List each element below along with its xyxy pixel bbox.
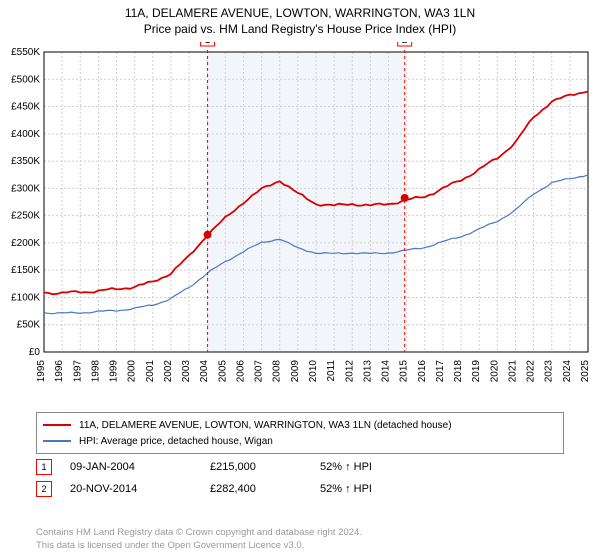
svg-text:1998: 1998	[90, 360, 101, 383]
chart-area: £0 £50K £100K £150K £200K £250K £300K £350K £400…	[0, 42, 600, 402]
svg-text:2017: 2017	[435, 360, 446, 383]
svg-text:£400K: £400K	[11, 129, 40, 140]
event-price-2: £282,400	[210, 483, 320, 495]
event-marker-1: 1	[36, 459, 52, 475]
svg-text:2: 2	[402, 42, 408, 46]
svg-text:1997: 1997	[72, 360, 83, 383]
svg-text:£100K: £100K	[11, 292, 40, 303]
svg-text:£250K: £250K	[11, 211, 40, 222]
event-date-2: 20-NOV-2014	[70, 483, 210, 495]
svg-text:1: 1	[205, 42, 211, 46]
footer-line1: Contains HM Land Registry data © Crown c…	[36, 527, 362, 539]
line-chart-svg: £0 £50K £100K £150K £200K £250K £300K £350K £400…	[0, 42, 600, 402]
event-marker-2: 2	[36, 481, 52, 497]
legend-label-0: 11A, DELAMERE AVENUE, LOWTON, WARRINGTON…	[79, 420, 452, 431]
legend-label-1: HPI: Average price, detached house, Wiga…	[79, 436, 273, 447]
svg-text:£550K: £550K	[11, 47, 40, 58]
footer-line2: This data is licensed under the Open Gov…	[36, 540, 362, 552]
svg-text:2001: 2001	[145, 360, 156, 383]
chart-title-line2: Price paid vs. HM Land Registry's House …	[0, 22, 600, 36]
svg-text:2011: 2011	[326, 360, 337, 382]
legend-swatch-1	[43, 440, 71, 442]
event-price-1: £215,000	[210, 461, 320, 473]
svg-text:2018: 2018	[453, 360, 464, 383]
svg-text:2024: 2024	[562, 360, 573, 383]
svg-text:2025: 2025	[580, 360, 591, 383]
svg-text:2016: 2016	[417, 360, 428, 383]
events-table: 1 09-JAN-2004 £215,000 52% ↑ HPI 2 20-NO…	[36, 456, 564, 500]
footer-attribution: Contains HM Land Registry data © Crown c…	[36, 527, 362, 552]
svg-text:2009: 2009	[290, 360, 301, 383]
svg-text:2010: 2010	[308, 360, 319, 383]
svg-text:2005: 2005	[217, 360, 228, 383]
chart-title-line1: 11A, DELAMERE AVENUE, LOWTON, WARRINGTON…	[0, 6, 600, 20]
svg-text:£450K: £450K	[11, 102, 40, 113]
svg-text:£500K: £500K	[11, 74, 40, 85]
svg-text:2020: 2020	[489, 360, 500, 383]
svg-text:1996: 1996	[54, 360, 65, 383]
svg-text:£0: £0	[29, 347, 41, 358]
event-hpi-1: 52% ↑ HPI	[320, 461, 372, 473]
svg-text:1995: 1995	[36, 360, 47, 383]
svg-text:£50K: £50K	[17, 320, 41, 331]
svg-text:2014: 2014	[381, 360, 392, 383]
svg-text:£300K: £300K	[11, 183, 40, 194]
svg-text:2008: 2008	[272, 360, 283, 383]
svg-text:2023: 2023	[544, 360, 555, 383]
svg-text:2015: 2015	[399, 360, 410, 383]
svg-text:2000: 2000	[127, 360, 138, 383]
svg-text:2012: 2012	[344, 360, 355, 383]
svg-text:2007: 2007	[254, 360, 265, 383]
svg-text:£150K: £150K	[11, 265, 40, 276]
legend: 11A, DELAMERE AVENUE, LOWTON, WARRINGTON…	[36, 412, 564, 454]
event-date-1: 09-JAN-2004	[70, 461, 210, 473]
svg-text:£200K: £200K	[11, 238, 40, 249]
svg-text:2004: 2004	[199, 360, 210, 383]
svg-text:2022: 2022	[526, 360, 537, 383]
svg-text:2002: 2002	[163, 360, 174, 383]
svg-text:2021: 2021	[507, 360, 518, 383]
svg-text:2019: 2019	[471, 360, 482, 383]
svg-text:2006: 2006	[235, 360, 246, 383]
svg-text:2013: 2013	[362, 360, 373, 383]
svg-text:£350K: £350K	[11, 156, 40, 167]
legend-swatch-0	[43, 424, 71, 426]
svg-text:1999: 1999	[109, 360, 120, 383]
event-hpi-2: 52% ↑ HPI	[320, 483, 372, 495]
svg-text:2003: 2003	[181, 360, 192, 383]
